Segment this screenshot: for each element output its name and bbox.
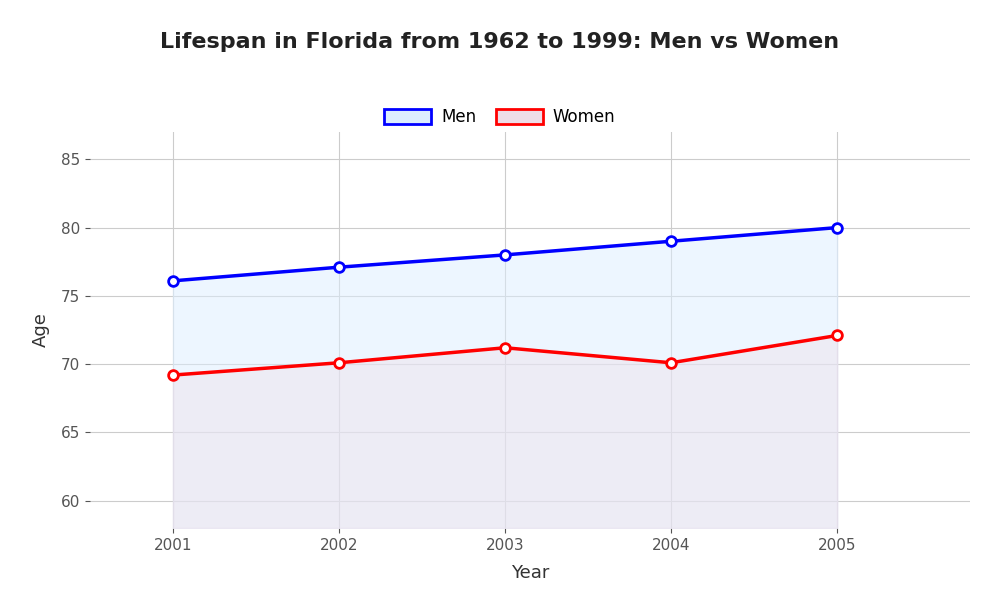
Legend: Men, Women: Men, Women bbox=[378, 101, 622, 133]
Y-axis label: Age: Age bbox=[32, 313, 50, 347]
X-axis label: Year: Year bbox=[511, 564, 549, 582]
Text: Lifespan in Florida from 1962 to 1999: Men vs Women: Lifespan in Florida from 1962 to 1999: M… bbox=[160, 32, 840, 52]
